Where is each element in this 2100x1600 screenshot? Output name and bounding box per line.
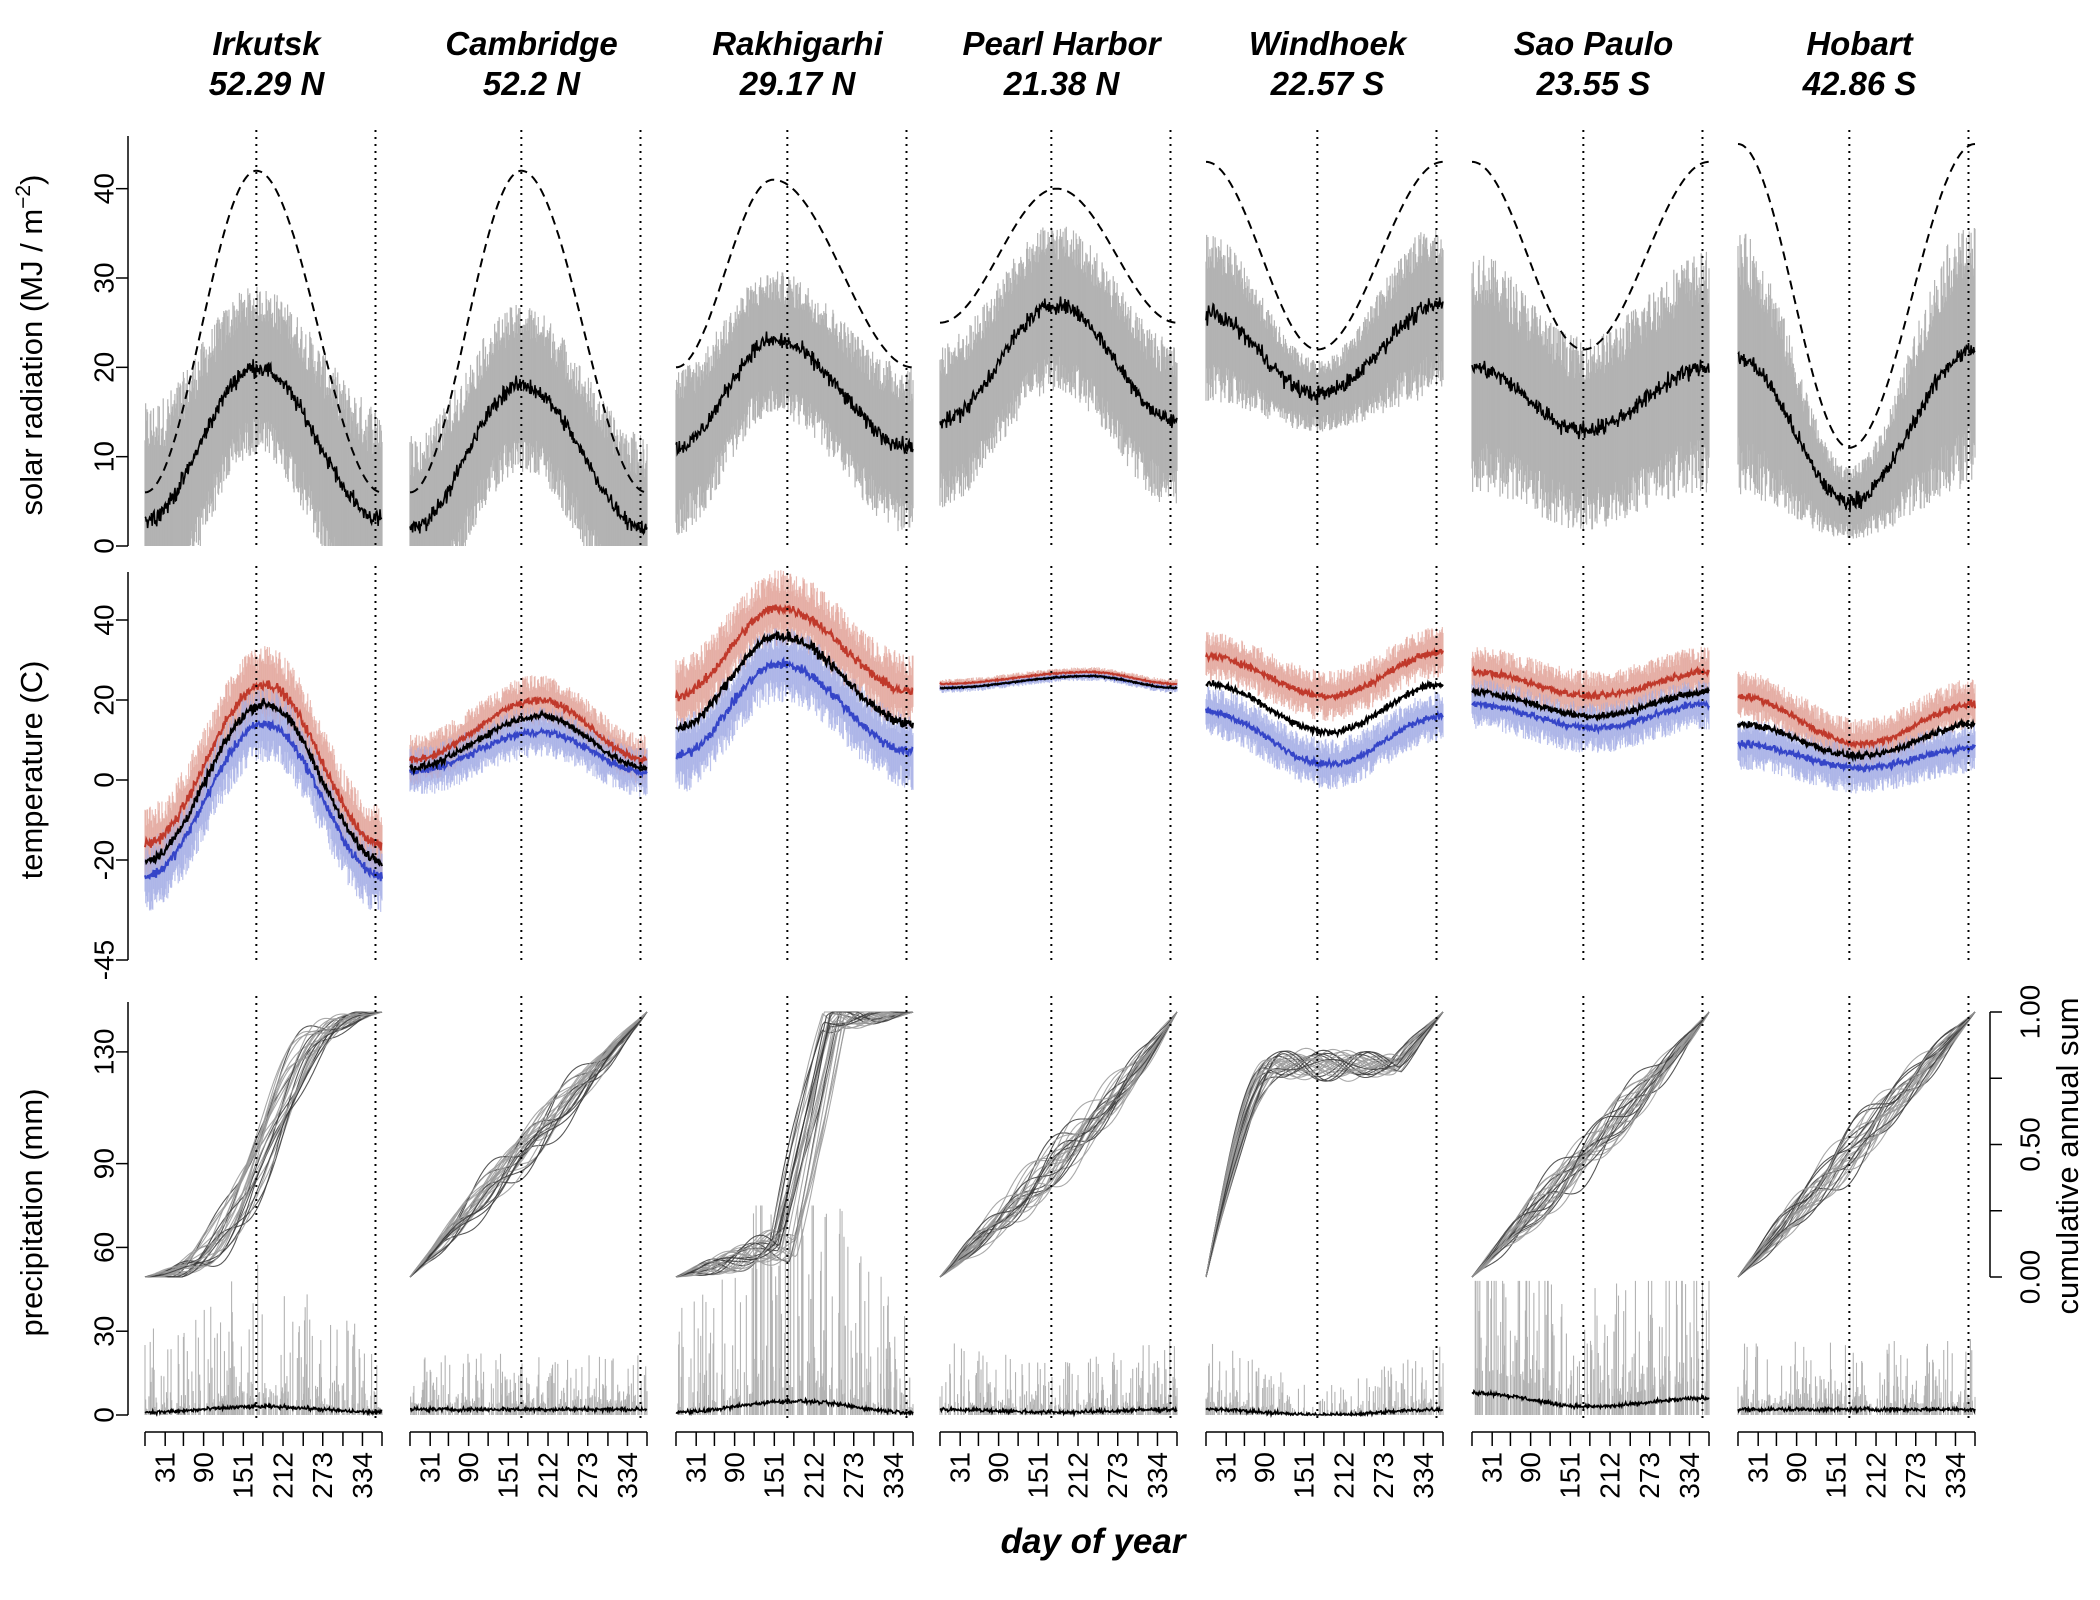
tmin-line: [409, 726, 648, 779]
cumulative-sum-line: [144, 1011, 383, 1278]
solar-panel: [939, 187, 1178, 508]
cumulative-sum-line: [675, 1011, 913, 1278]
cumulative-sum-line: [145, 1011, 382, 1278]
station-title-name: Cambridge: [445, 25, 617, 62]
precipitation-panel: [409, 1011, 648, 1415]
cumulative-sum-line: [144, 1011, 383, 1278]
cumulative-sum-line: [144, 1011, 383, 1278]
cumulative-sum-line: [144, 1011, 382, 1278]
cumulative-sum-line: [144, 1011, 383, 1278]
station-title-lat: 21.38 N: [1003, 65, 1121, 102]
cumulative-sum-line: [144, 1011, 383, 1278]
cumulative-sum-line: [675, 1011, 914, 1278]
station-title-lat: 52.29 N: [209, 65, 326, 102]
station-title-name: Irkutsk: [212, 25, 322, 62]
potential-solar-line: [939, 187, 1178, 324]
station-title-lat: 52.2 N: [483, 65, 581, 102]
tmin-line: [144, 718, 383, 882]
station-title-lat: 42.86 S: [1802, 65, 1917, 102]
solar-panel: [409, 169, 648, 546]
tmax-line: [675, 603, 914, 702]
cumulative-sum-line: [144, 1011, 382, 1278]
station-title-lat: 29.17 N: [739, 65, 857, 102]
station-title-name: Windhoek: [1249, 25, 1408, 62]
station-panel-pearl-harbor: [939, 130, 1178, 1419]
potential-solar-line: [409, 169, 648, 494]
cumulative-sum-line: [144, 1011, 383, 1278]
tmin-line: [675, 656, 914, 760]
station-panel-irkutsk: [144, 130, 383, 1419]
temperature-panel: [144, 646, 383, 912]
solar-mean-line: [939, 296, 1178, 429]
cumulative-sum-line: [145, 1011, 382, 1278]
precipitation-panel: [675, 1011, 914, 1417]
cumulative-sum-line: [144, 1011, 383, 1278]
cumulative-sum-line: [409, 1011, 648, 1278]
station-panel-rakhigarhi: [675, 130, 914, 1419]
temperature-panel: [675, 570, 914, 792]
cumulative-sum-line: [145, 1011, 382, 1278]
cumulative-sum-line: [145, 1011, 382, 1278]
solar-panel: [675, 178, 914, 535]
cumulative-sum-line: [409, 1011, 648, 1278]
cumulative-sum-line: [144, 1011, 383, 1278]
station-title-name: Pearl Harbor: [962, 25, 1162, 62]
cumulative-sum-line: [675, 1011, 914, 1278]
cumulative-sum-line: [144, 1011, 383, 1278]
cumulative-sum-line: [675, 1011, 914, 1278]
cumulative-sum-line: [675, 1011, 914, 1278]
cumulative-sum-line: [144, 1011, 382, 1278]
solar-panel: [144, 169, 383, 546]
cumulative-sum-line: [409, 1011, 648, 1278]
potential-solar-line: [675, 178, 913, 369]
cumulative-sum-line: [144, 1011, 383, 1278]
station-title-lat: 22.57 S: [1270, 65, 1385, 102]
temperature-panel: [409, 675, 648, 797]
cumulative-sum-line: [144, 1011, 383, 1278]
cumulative-sum-line: [144, 1011, 383, 1278]
cumulative-sum-line: [409, 1011, 648, 1278]
solar-mean-line: [409, 375, 648, 536]
cumulative-sum-line: [409, 1011, 648, 1278]
precip-mean-line: [409, 1404, 648, 1415]
tmax-line: [409, 695, 648, 765]
cumulative-sum-line: [144, 1011, 382, 1278]
station-title-name: Rakhigarhi: [712, 25, 883, 62]
cumulative-sum-line: [145, 1011, 383, 1278]
tmax-line: [144, 679, 383, 851]
potential-solar-line: [144, 169, 383, 494]
temperature-panel: [939, 667, 1178, 694]
cumulative-sum-line: [409, 1011, 648, 1278]
tmean-line: [144, 697, 383, 867]
precipitation-panel: [144, 1011, 383, 1417]
station-title-name: Sao Paulo: [1514, 25, 1674, 62]
station-title-name: Hobart: [1806, 25, 1914, 62]
cumulative-sum-line: [144, 1011, 382, 1278]
cumulative-sum-line: [675, 1011, 914, 1278]
cumulative-sum-line: [675, 1011, 914, 1278]
station-panel-cambridge: [409, 130, 648, 1419]
precip-mean-line: [675, 1396, 914, 1417]
solar-mean-line: [675, 331, 914, 457]
precip-mean-line: [144, 1401, 383, 1417]
tmean-line: [675, 629, 914, 733]
cumulative-sum-line: [144, 1011, 383, 1278]
solar-mean-line: [144, 359, 383, 529]
cumulative-sum-line: [409, 1011, 648, 1278]
cumulative-sum-line: [675, 1011, 914, 1278]
cumulative-sum-line: [675, 1011, 914, 1278]
station-title-lat: 23.55 S: [1536, 65, 1651, 102]
cumulative-sum-line: [675, 1011, 914, 1278]
cumulative-sum-line: [144, 1011, 383, 1278]
cumulative-sum-line: [144, 1011, 383, 1278]
cumulative-sum-line: [144, 1011, 382, 1278]
tmean-line: [409, 708, 648, 776]
chart-panels: [144, 130, 1976, 1419]
